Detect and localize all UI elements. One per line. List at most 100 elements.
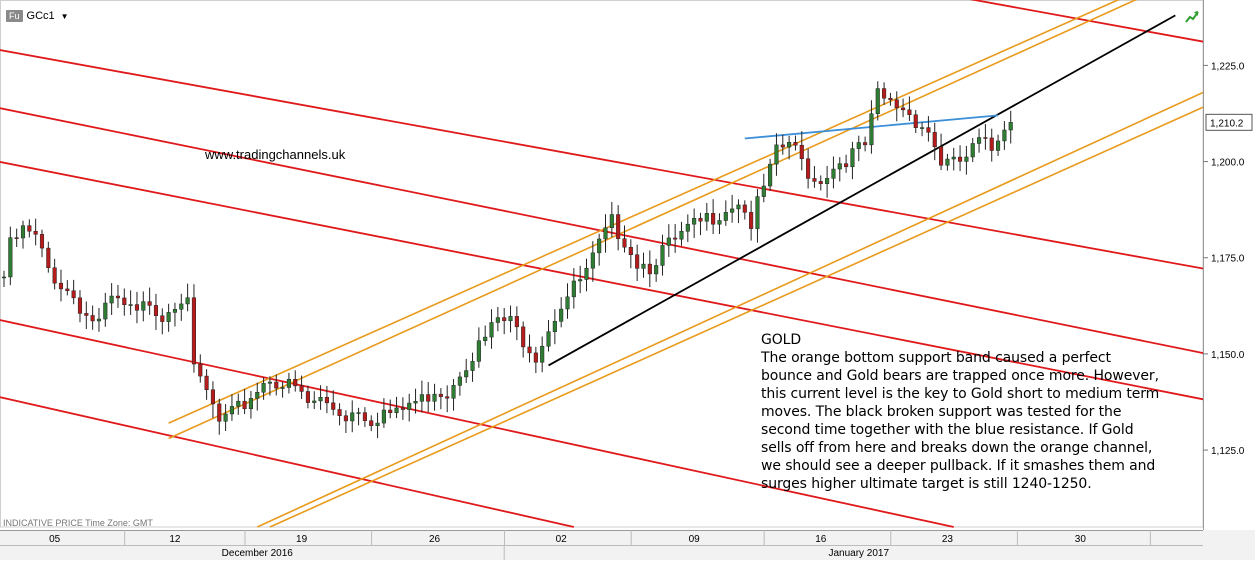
candle-body: [109, 295, 114, 304]
candle-body: [932, 132, 937, 148]
candle-body: [160, 315, 165, 322]
caret-down-icon[interactable]: ▼: [60, 11, 69, 21]
candle-body: [242, 400, 247, 410]
candle-body: [996, 140, 1001, 151]
candle-body: [635, 254, 640, 269]
candle-body: [780, 144, 785, 148]
candle-body: [742, 204, 747, 213]
candle-body: [692, 217, 697, 225]
candle-body: [432, 393, 437, 402]
chart-header[interactable]: Fu GCc1 ▼: [6, 8, 69, 24]
x-tick-label: 19: [296, 534, 308, 545]
candle-body: [730, 208, 735, 213]
candle-body: [578, 279, 583, 282]
last-price-box: [1205, 113, 1253, 131]
candle-body: [122, 297, 127, 306]
candle-body: [343, 415, 348, 422]
candle-body: [799, 144, 804, 159]
candle-body: [305, 391, 310, 403]
candle-body: [527, 346, 532, 354]
candle-body: [1002, 129, 1007, 142]
candle-body: [451, 385, 456, 399]
candle-body: [52, 267, 57, 284]
candle-body: [850, 148, 855, 168]
candle-body: [711, 213, 716, 225]
candle-body: [717, 220, 722, 225]
candle-body: [388, 409, 393, 414]
candle-body: [369, 420, 374, 426]
candle-body: [723, 212, 728, 221]
candle-body: [356, 412, 361, 414]
candle-body: [210, 389, 215, 405]
candle-body: [831, 168, 836, 179]
candle-body: [274, 381, 279, 389]
x-tick-label: 05: [49, 534, 61, 545]
candle-body: [571, 280, 576, 298]
candle-body: [96, 318, 102, 322]
candle-body: [185, 297, 190, 305]
orange-line-6: [168, 0, 1120, 424]
candle-body: [749, 212, 754, 229]
candle-body: [464, 370, 469, 378]
candle-body: [27, 225, 32, 232]
candle-body: [90, 315, 95, 322]
candle-body: [166, 312, 171, 322]
red-line-3: [0, 319, 954, 528]
analysis-annotation: GOLD The orange bottom support band caus…: [761, 331, 1161, 493]
candle-body: [660, 245, 665, 266]
candle-body: [324, 397, 329, 404]
candle-body: [267, 381, 272, 384]
candle-body: [761, 185, 766, 197]
candle-body: [217, 403, 222, 422]
candle-body: [470, 361, 475, 371]
annotation-title: GOLD: [761, 332, 802, 348]
candle-body: [939, 146, 944, 166]
red-line-1: [0, 107, 1208, 355]
candle-body: [964, 156, 969, 162]
candle-body: [603, 227, 608, 240]
candle-body: [863, 142, 868, 146]
candle-body: [768, 163, 773, 187]
candle-body: [508, 316, 513, 322]
trend-arrow-icon[interactable]: [1185, 10, 1199, 24]
candle-body: [20, 225, 26, 239]
candle-body: [907, 109, 912, 115]
candle-body: [419, 394, 424, 402]
candle-body: [641, 263, 646, 269]
candle-body: [806, 158, 811, 179]
candle-body: [400, 407, 405, 410]
candle-body: [951, 156, 956, 160]
candle-body: [134, 304, 140, 311]
candle-body: [229, 406, 234, 415]
candle-body: [666, 237, 671, 246]
month-label: December 2016: [222, 548, 294, 559]
symbol-label[interactable]: GCc1: [26, 10, 55, 22]
red-line-0: [0, 49, 1208, 271]
candle-body: [426, 394, 431, 402]
y-tick-label: 1,175.0: [1211, 254, 1245, 265]
candle-body: [856, 142, 861, 149]
candle-body: [71, 290, 76, 299]
candle-body: [894, 99, 899, 109]
candle-body: [983, 137, 988, 139]
candle-body: [65, 288, 70, 291]
x-tick-label: 12: [169, 534, 181, 545]
candle-body: [153, 305, 159, 316]
candle-body: [375, 422, 380, 426]
candle-body: [280, 387, 285, 389]
candle-body: [103, 302, 108, 320]
candle-body: [945, 158, 950, 166]
candle-body: [248, 398, 253, 410]
candle-body: [622, 238, 627, 248]
candle-body: [875, 88, 880, 114]
candle-body: [198, 363, 203, 377]
black-line-10: [548, 14, 1176, 367]
candle-body: [540, 345, 545, 363]
candle-body: [774, 144, 779, 165]
candle-body: [869, 113, 874, 146]
candle-body: [825, 178, 830, 184]
candle-body: [502, 317, 507, 322]
footer-note: INDICATIVE PRICE Time Zone: GMT: [3, 518, 153, 528]
